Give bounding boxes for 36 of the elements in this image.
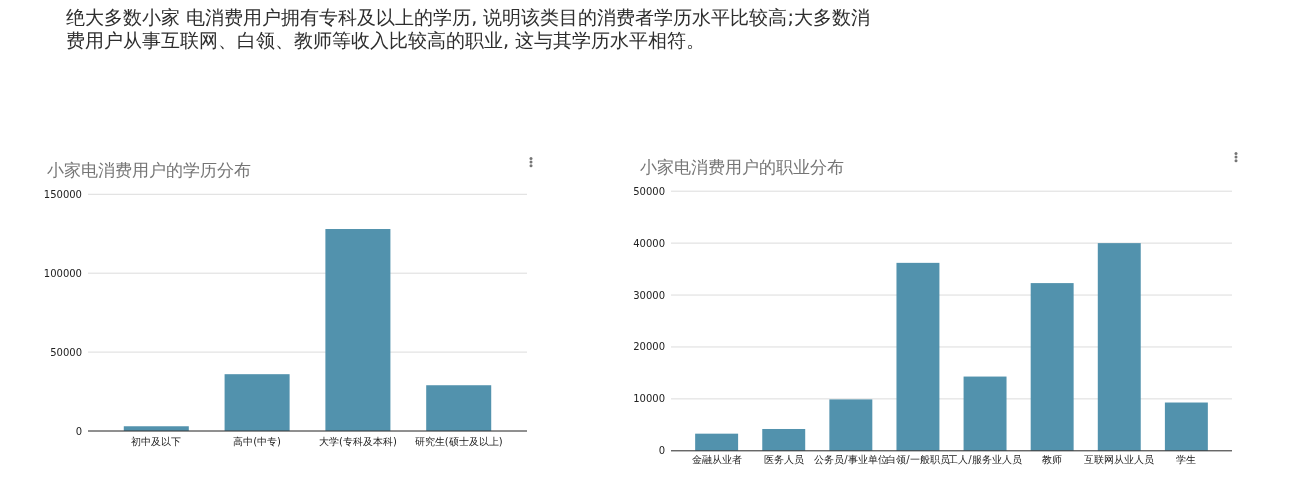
- y-tick-label: 40000: [633, 237, 665, 249]
- x-tick-label: 研究生(硕士及以上): [414, 436, 503, 447]
- bar: [963, 376, 1007, 451]
- chart-title: 小家电消费用户的职业分布: [640, 157, 844, 177]
- chart-title: 小家电消费用户的学历分布: [47, 160, 251, 180]
- y-tick-label: 0: [658, 445, 665, 457]
- x-tick-label: 医务人员: [763, 454, 804, 465]
- y-tick-label: 30000: [633, 289, 665, 301]
- x-tick-label: 大学(专科及本科): [319, 436, 397, 447]
- y-tick-label: 0: [75, 425, 82, 437]
- x-tick-label: 高中(中专): [233, 436, 282, 447]
- x-tick-label: 互联网从业人员: [1084, 454, 1155, 465]
- bar: [224, 374, 290, 431]
- y-tick-label: 150000: [43, 188, 82, 200]
- x-tick-label: 教师: [1042, 454, 1063, 465]
- x-tick-label: 金融从业者: [691, 454, 742, 465]
- y-tick-label: 50000: [633, 185, 665, 197]
- x-tick-label: 初中及以下: [131, 436, 182, 447]
- bar: [695, 433, 739, 451]
- bar: [426, 385, 492, 431]
- bar: [1030, 283, 1074, 451]
- bar: [896, 262, 940, 451]
- y-tick-label: 100000: [43, 267, 82, 279]
- bar: [829, 399, 873, 451]
- bar: [1097, 243, 1141, 451]
- x-tick-label: 工人/服务业人员: [948, 454, 1022, 465]
- x-tick-label: 公务员/事业单位: [814, 454, 888, 465]
- text: 绝大多数小家 电消费用户拥有专科及以上的学历, 说明该类目的消费者学历水平比较高;大多数消费用户从事互联网、白领、教师等收入比较高的职业, 这与其学历水平相符。: [66, 6, 870, 52]
- bar: [762, 428, 806, 451]
- bar: [325, 229, 391, 431]
- x-tick-label: 白领/一般职员: [886, 454, 950, 465]
- bar: [1164, 402, 1208, 451]
- y-tick-label: 10000: [633, 393, 665, 405]
- y-tick-label: 20000: [633, 341, 665, 353]
- y-tick-label: 50000: [50, 346, 82, 358]
- x-tick-label: 学生: [1176, 454, 1197, 465]
